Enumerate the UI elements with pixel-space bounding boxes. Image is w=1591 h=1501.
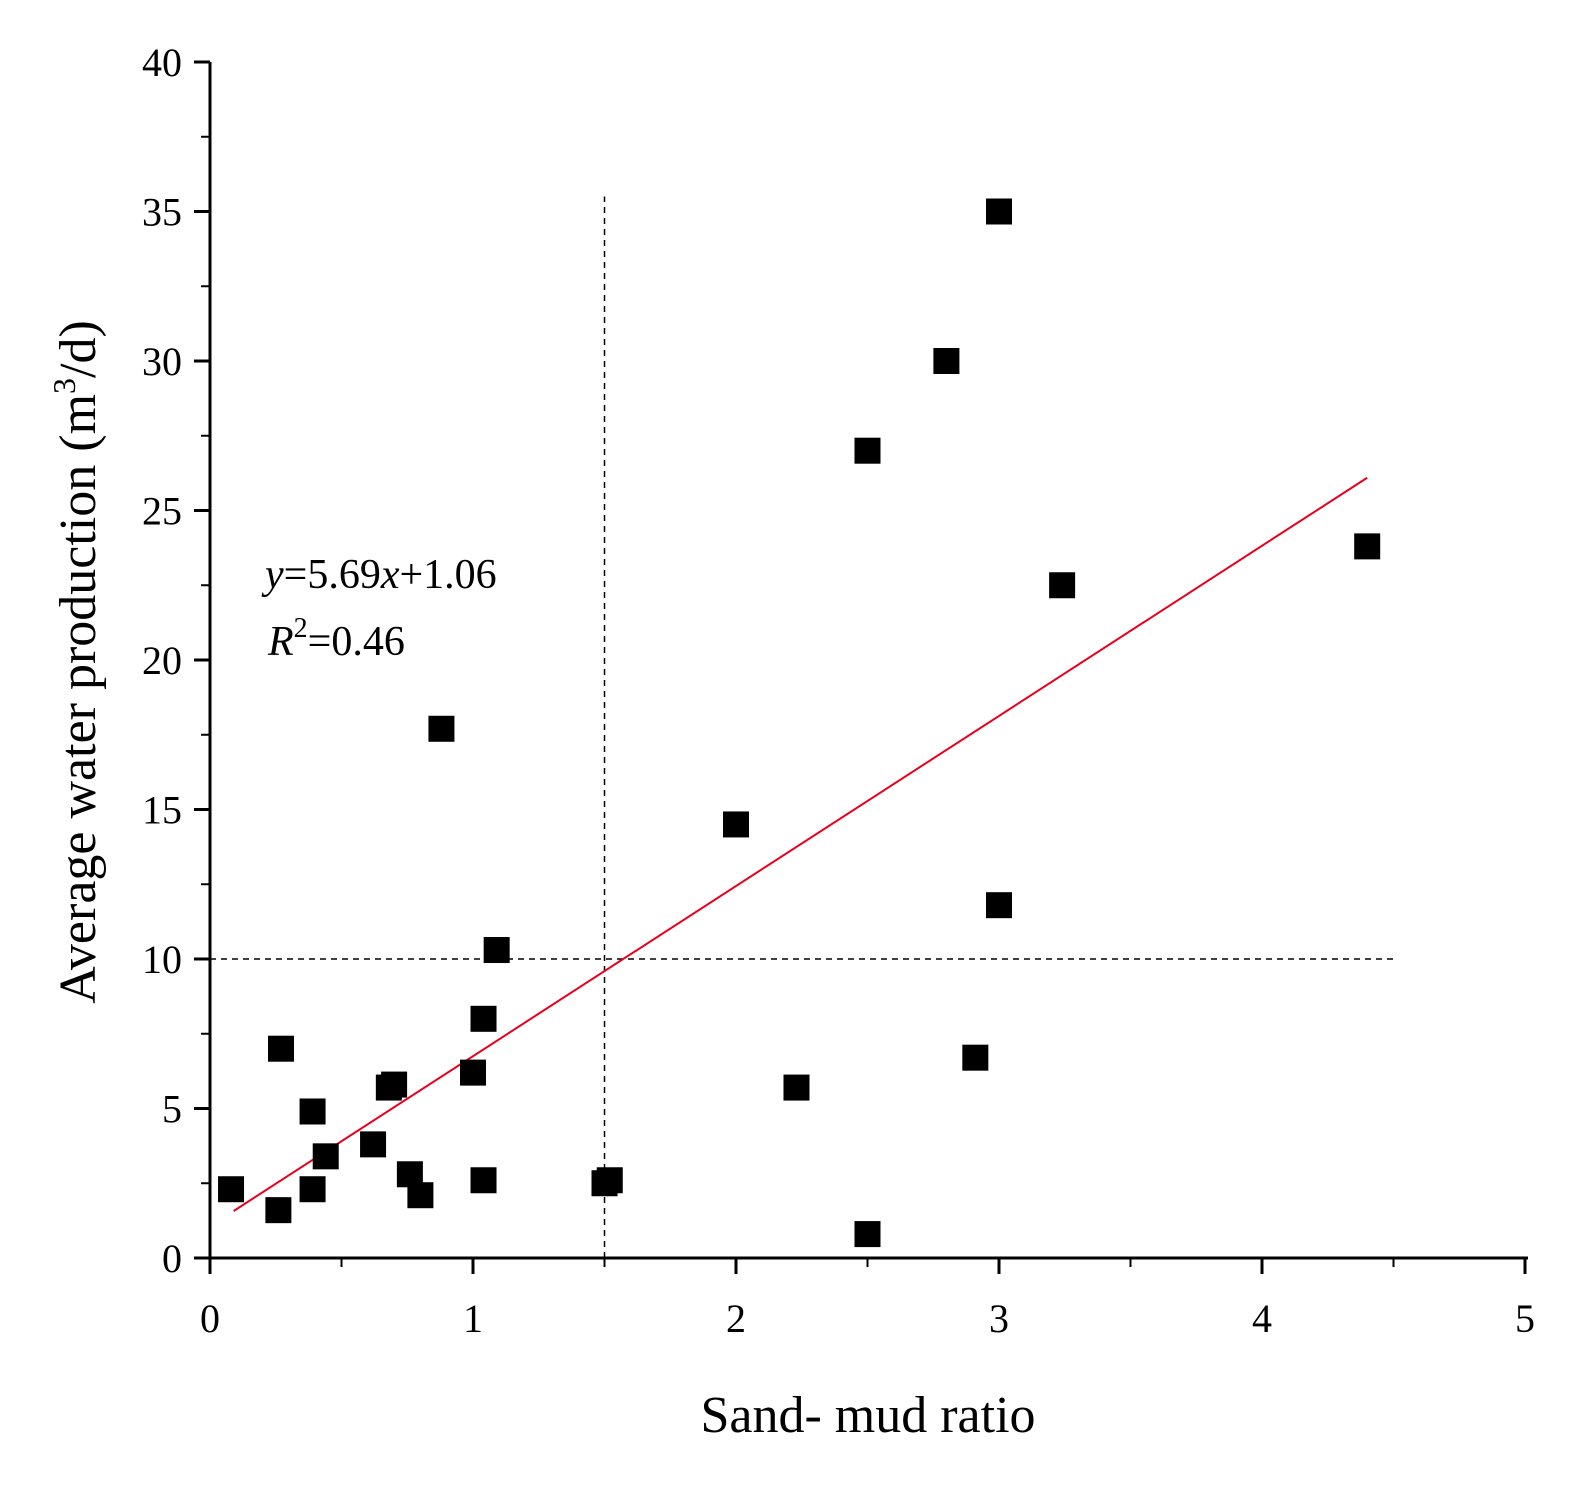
data-point	[460, 1059, 486, 1086]
data-point	[299, 1176, 326, 1203]
y-tick-label: 5	[162, 1087, 182, 1132]
data-point	[470, 1005, 497, 1032]
data-point	[854, 437, 881, 464]
axes	[208, 62, 1528, 1260]
y-ticks: 0 5 10 15 20 25 30 35 40	[142, 40, 210, 1281]
data-point	[265, 1197, 292, 1224]
x-axis-title: Sand- mud ratio	[700, 1387, 1035, 1444]
y-tick-label: 20	[142, 638, 182, 683]
data-point	[986, 198, 1012, 225]
equation-slope: =5.69	[284, 552, 381, 598]
regression-line	[233, 476, 1368, 1212]
x-tick-label: 3	[989, 1296, 1009, 1341]
data-point	[1049, 572, 1076, 599]
data-point	[596, 1167, 623, 1194]
data-point	[299, 1098, 326, 1125]
y-tick-label: 35	[142, 190, 182, 235]
x-tick-label: 0	[200, 1296, 220, 1341]
x-ticks: 0 1 2 3 4 5	[200, 1258, 1535, 1341]
r-superscript: 2	[294, 613, 308, 644]
r-symbol: R	[267, 619, 294, 665]
x-tick-label: 4	[1252, 1296, 1272, 1341]
fit-line-group	[233, 476, 1368, 1212]
data-point	[962, 1044, 989, 1071]
y-axis-title-suffix: /d)	[50, 320, 107, 378]
y-tick-label: 0	[162, 1236, 182, 1281]
data-point	[783, 1074, 810, 1101]
data-point	[483, 937, 510, 964]
data-point	[854, 1221, 881, 1248]
equation-y-symbol: y	[261, 552, 284, 598]
x-tick-label: 1	[463, 1296, 483, 1341]
data-point	[218, 1176, 245, 1203]
y-tick-label: 40	[142, 40, 182, 85]
data-point	[381, 1071, 408, 1098]
r-value: =0.46	[308, 619, 405, 665]
y-axis-title-superscript: 3	[46, 378, 82, 394]
data-point	[1354, 533, 1381, 560]
y-tick-label: 25	[142, 489, 182, 534]
reference-lines	[210, 196, 1394, 1258]
data-points	[218, 198, 1381, 1248]
data-point	[470, 1167, 497, 1194]
data-point	[360, 1131, 387, 1158]
y-axis-title-prefix: Average water production (m	[50, 394, 107, 1004]
data-point	[268, 1035, 295, 1062]
y-tick-label: 10	[142, 937, 182, 982]
data-point	[407, 1182, 434, 1209]
equation-intercept: +1.06	[400, 552, 497, 598]
data-point	[312, 1143, 339, 1170]
y-tick-label: 15	[142, 788, 182, 833]
regression-equation: y=5.69x+1.06	[261, 552, 497, 598]
y-axis-title: Average water production (m3/d)	[46, 320, 107, 1004]
data-point	[986, 892, 1012, 919]
data-point	[723, 811, 749, 838]
x-tick-label: 5	[1515, 1296, 1535, 1341]
data-point	[933, 348, 960, 374]
r-squared: R2=0.46	[267, 613, 405, 665]
equation-x-symbol: x	[380, 552, 400, 598]
y-tick-label: 30	[142, 339, 182, 384]
data-point	[428, 715, 455, 742]
x-tick-label: 2	[726, 1296, 746, 1341]
